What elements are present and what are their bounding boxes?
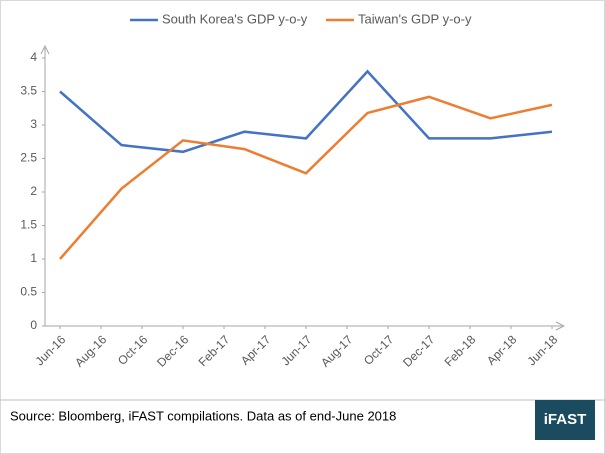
legend-label: South Korea's GDP y-o-y: [162, 11, 308, 26]
y-tick-label: 1.5: [20, 218, 37, 232]
logo: iFAST: [544, 411, 587, 428]
y-tick-label: 0.5: [20, 285, 37, 299]
y-tick-label: 4: [30, 50, 37, 64]
y-tick-label: 3: [30, 117, 37, 131]
logo-box: [535, 400, 595, 440]
legend-label: Taiwan's GDP y-o-y: [358, 11, 472, 26]
y-tick-label: 2: [30, 184, 37, 198]
y-tick-label: 0: [30, 318, 37, 332]
y-axis-arrow: [40, 44, 50, 55]
y-tick-label: 3.5: [20, 84, 37, 98]
x-axis-arrow: [555, 321, 566, 331]
series-line: [59, 95, 553, 260]
y-tick-label: 2.5: [20, 151, 37, 165]
source: Source: Bloomberg, iFAST compilations. D…: [10, 408, 396, 423]
y-tick-label: 1: [30, 251, 37, 265]
series-line: [59, 69, 553, 154]
